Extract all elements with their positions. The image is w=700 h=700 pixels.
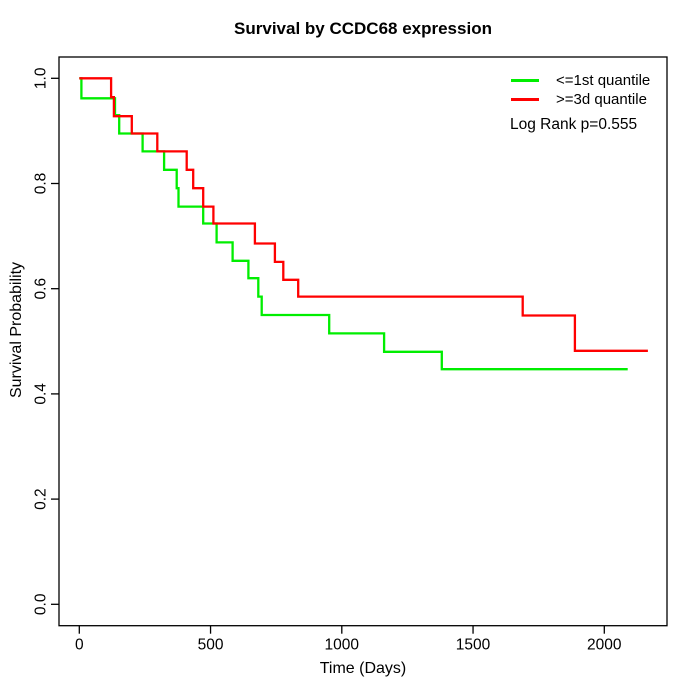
log-rank-annotation: Log Rank p=0.555	[510, 116, 638, 133]
y-tick-label: 0.6	[32, 278, 49, 300]
km-curve-low-expression	[79, 77, 628, 371]
legend-row-high: >=3d quantile	[511, 90, 650, 109]
x-tick-label: 1000	[325, 637, 360, 654]
legend-line-swatch-green	[511, 79, 539, 82]
legend-label-high-expression: >=3d quantile	[556, 91, 647, 108]
chart-title: Survival by CCDC68 expression	[234, 19, 492, 38]
legend-line-swatch-red	[511, 98, 539, 101]
legend: <=1st quantile >=3d quantile	[511, 71, 650, 109]
x-tick-label: 2000	[587, 637, 622, 654]
legend-row-low: <=1st quantile	[511, 71, 650, 90]
y-tick-label: 0.0	[32, 593, 49, 615]
y-tick-label: 1.0	[32, 67, 49, 89]
x-tick-label: 0	[75, 637, 84, 654]
legend-label-low-expression: <=1st quantile	[556, 72, 651, 89]
x-tick-label: 1500	[456, 637, 491, 654]
y-tick-label: 0.8	[32, 173, 49, 195]
km-curve-high-expression	[79, 77, 648, 352]
plot-box	[58, 56, 668, 627]
x-tick-label: 500	[198, 637, 224, 654]
y-tick-label: 0.4	[32, 383, 49, 405]
y-tick-label: 0.2	[32, 488, 49, 510]
x-axis-label: Time (Days)	[319, 660, 407, 677]
